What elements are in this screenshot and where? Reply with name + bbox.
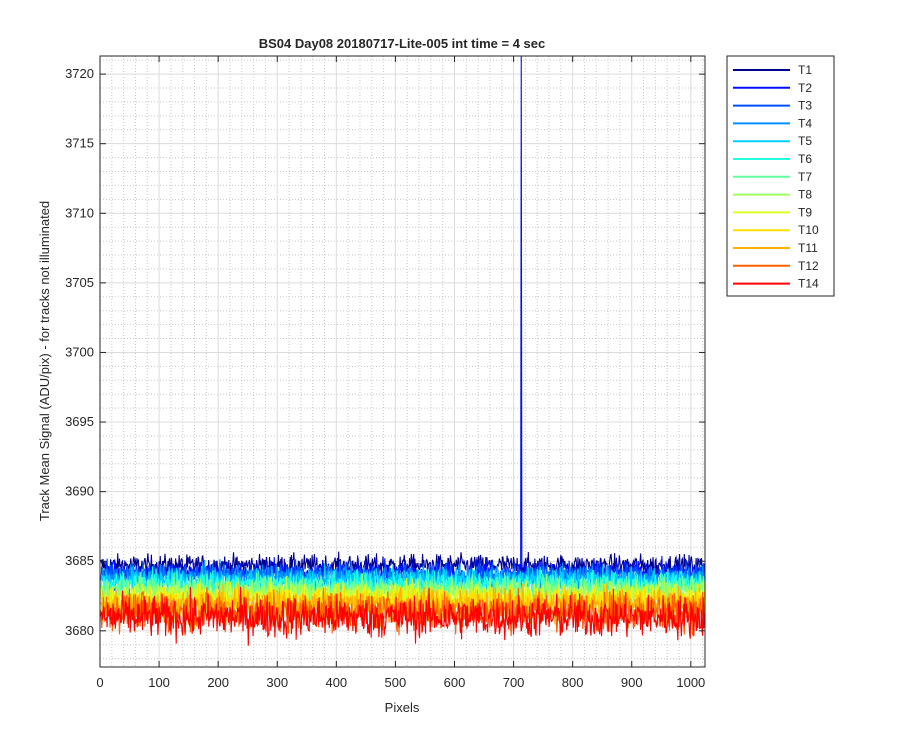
series-layer (100, 55, 706, 646)
x-tick-labels: 0 100 200 300 400 500 600 700 800 900 1000 (96, 675, 705, 690)
legend-label-T8: T8 (798, 188, 812, 202)
legend-label-T6: T6 (798, 152, 812, 166)
axes-box (99, 55, 706, 668)
x-tick-label: 500 (385, 675, 407, 690)
x-tick-label: 800 (562, 675, 584, 690)
y-tick-label: 3685 (65, 553, 94, 568)
y-tick-label: 3720 (65, 66, 94, 81)
x-tick-label: 100 (148, 675, 170, 690)
y-tick-label: 3710 (65, 205, 94, 220)
y-tick-label: 3695 (65, 414, 94, 429)
y-axis-label: Track Mean Signal (ADU/pix) - for tracks… (37, 201, 52, 521)
y-tick-label: 3700 (65, 344, 94, 359)
y-tick-label: 3715 (65, 136, 94, 151)
series-line-T1 (100, 551, 706, 580)
legend-label-T3: T3 (798, 99, 812, 113)
y-tick-label: 3705 (65, 275, 94, 290)
legend-label-T11: T11 (798, 241, 818, 255)
x-tick-label: 900 (621, 675, 643, 690)
x-tick-label: 1000 (676, 675, 705, 690)
axis-ticks (99, 56, 705, 667)
series-line-T14 (100, 586, 706, 646)
chart-title: BS04 Day08 20180717-Lite-005 int time = … (259, 36, 546, 51)
legend-label-T9: T9 (798, 205, 812, 219)
y-tick-label: 3690 (65, 484, 94, 499)
legend-items: T1 T2 T3 T4 T5 T6 T7 T8 T9 T10 T11 T12 T14 (733, 63, 819, 291)
x-tick-label: 200 (207, 675, 229, 690)
x-tick-label: 600 (444, 675, 466, 690)
x-axis-label: Pixels (385, 700, 420, 715)
legend: T1 T2 T3 T4 T5 T6 T7 T8 T9 T10 T11 T12 T14 (726, 55, 835, 297)
legend-label-T1: T1 (798, 63, 812, 77)
y-tick-labels: 3680 3685 3690 3695 3700 3705 3710 3715 3720 (65, 66, 94, 638)
legend-label-T7: T7 (798, 170, 812, 184)
x-tick-label: 400 (325, 675, 347, 690)
legend-label-T12: T12 (798, 259, 819, 273)
legend-label-T10: T10 (798, 223, 819, 237)
y-tick-label: 3680 (65, 623, 94, 638)
x-tick-label: 0 (96, 675, 103, 690)
x-tick-label: 300 (266, 675, 288, 690)
legend-label-T5: T5 (798, 134, 812, 148)
x-tick-label: 700 (503, 675, 525, 690)
legend-label-T4: T4 (798, 116, 812, 130)
legend-label-T2: T2 (798, 81, 812, 95)
legend-label-T14: T14 (798, 277, 819, 291)
